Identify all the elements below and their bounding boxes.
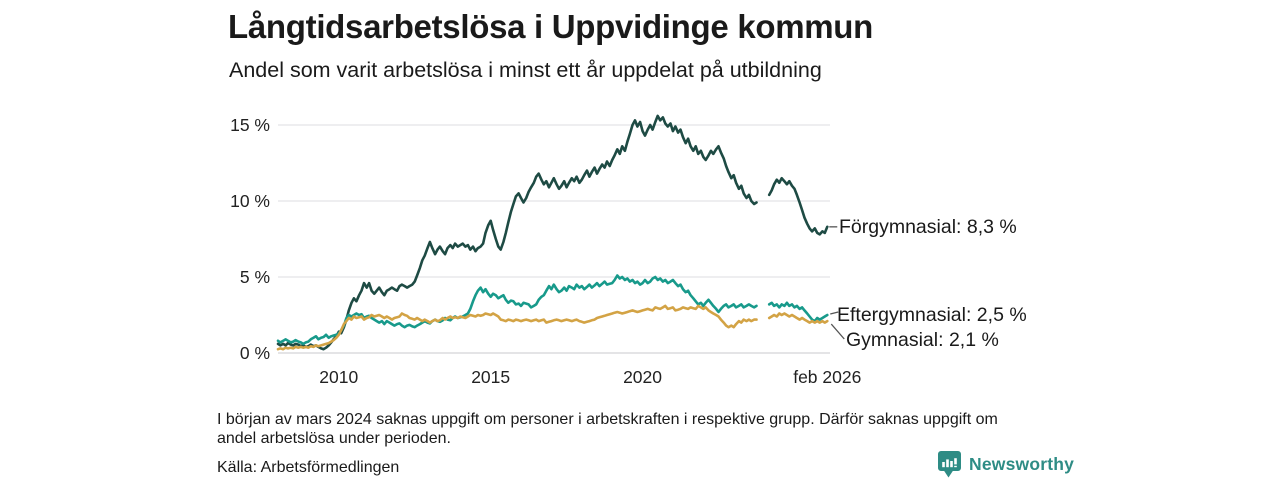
series-end-label-forgymnasial: Förgymnasial: 8,3 % xyxy=(839,216,1017,238)
annotation-leader-line xyxy=(830,311,839,315)
y-axis-tick-label: 10 % xyxy=(230,191,270,211)
annotation-leader-line xyxy=(830,323,845,340)
series-line-gymnasial xyxy=(276,304,758,351)
y-axis-tick-label: 5 % xyxy=(239,267,270,287)
x-axis-tick-label: feb 2026 xyxy=(793,367,862,387)
series-line-eftergymnasial xyxy=(767,301,829,323)
source-text: Källa: Arbetsförmedlingen xyxy=(217,459,400,476)
y-axis-tick-label: 15 % xyxy=(230,115,270,135)
series-line-forgymnasial xyxy=(276,114,758,351)
page-title: Långtidsarbetslösa i Uppvidinge kommun xyxy=(228,8,874,45)
series-line-forgymnasial xyxy=(767,176,829,236)
x-axis-tick-label: 2010 xyxy=(319,367,359,387)
newsworthy-logo-text: Newsworthy xyxy=(969,454,1075,474)
footnote: I början av mars 2024 saknas uppgift om … xyxy=(217,411,998,447)
x-axis-tick-label: 2015 xyxy=(471,367,511,387)
newsworthy-logo: Newsworthy xyxy=(938,451,1074,478)
y-axis-tick-label: 0 % xyxy=(239,343,270,363)
x-axis-tick-label: 2020 xyxy=(623,367,663,387)
chart-subtitle: Andel som varit arbetslösa i minst ett å… xyxy=(229,58,822,82)
series-line-eftergymnasial xyxy=(276,274,758,346)
series-end-label-eftergymnasial: Eftergymnasial: 2,5 % xyxy=(837,304,1027,326)
series-line-gymnasial xyxy=(767,312,829,324)
newsworthy-logo-icon xyxy=(938,451,961,478)
series-end-label-gymnasial: Gymnasial: 2,1 % xyxy=(846,329,999,351)
